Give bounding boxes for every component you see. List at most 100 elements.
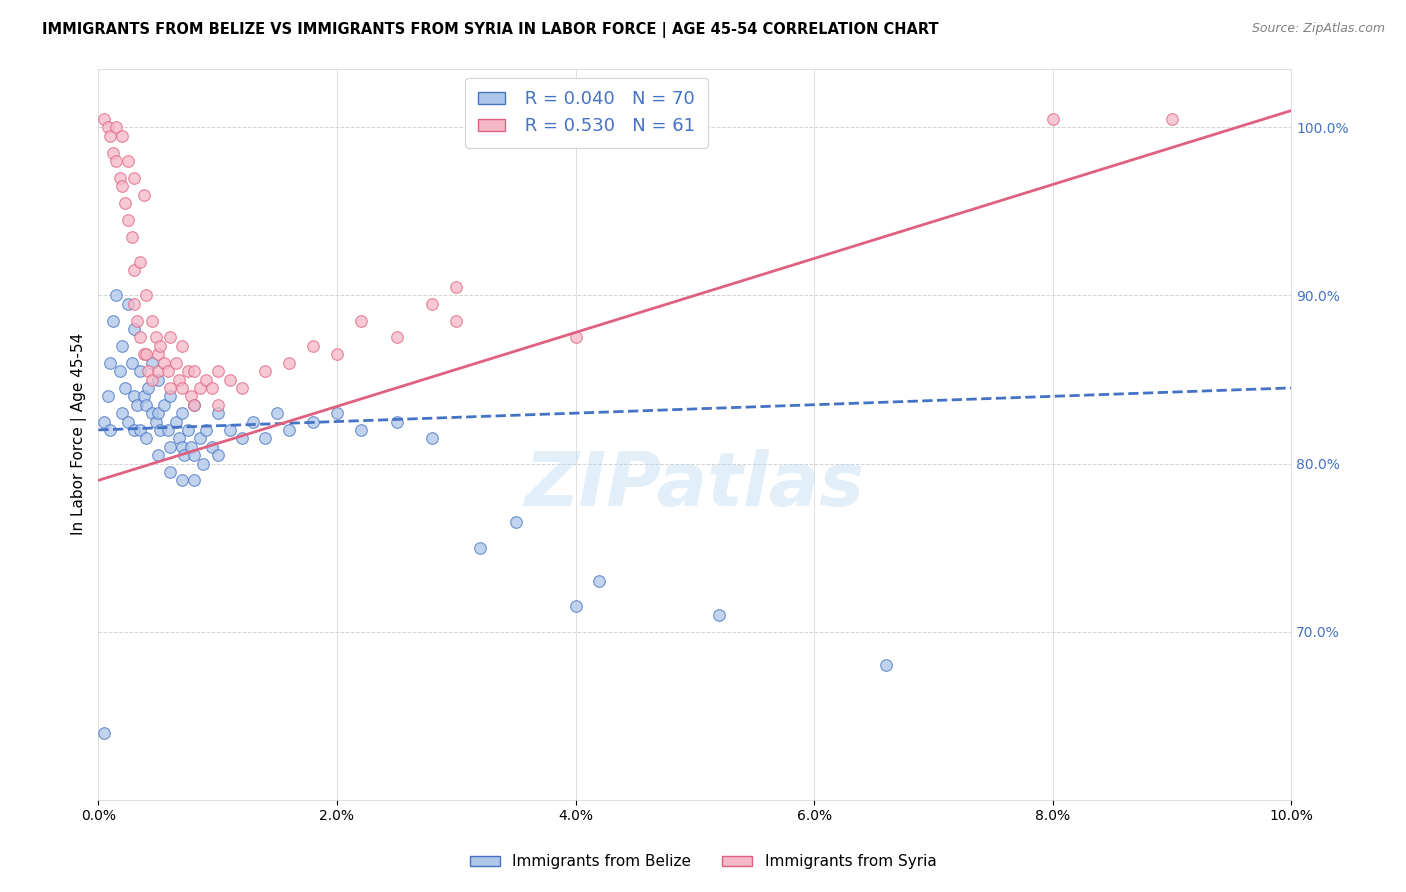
Point — [183, 474, 205, 488]
Point — [170, 474, 193, 488]
Point — [278, 356, 301, 370]
Point — [422, 431, 444, 445]
Point — [146, 406, 169, 420]
Point — [141, 372, 163, 386]
Point — [135, 347, 157, 361]
Point — [444, 313, 467, 327]
Point — [242, 415, 264, 429]
Point — [422, 297, 444, 311]
Point — [468, 541, 491, 555]
Point — [183, 448, 205, 462]
Point — [170, 339, 193, 353]
Point — [122, 263, 145, 277]
Point — [145, 330, 167, 344]
Point — [125, 398, 148, 412]
Point — [93, 725, 115, 739]
Point — [564, 330, 586, 344]
Point — [875, 658, 897, 673]
Point — [135, 398, 157, 412]
Point — [183, 364, 205, 378]
Point — [170, 440, 193, 454]
Point — [201, 440, 224, 454]
Point — [122, 170, 145, 185]
Point — [108, 364, 131, 378]
Point — [266, 406, 288, 420]
Point — [231, 381, 253, 395]
Point — [207, 364, 229, 378]
Point — [207, 406, 229, 420]
Point — [170, 381, 193, 395]
Point — [111, 179, 134, 194]
Point — [135, 288, 157, 302]
Point — [183, 398, 205, 412]
Point — [129, 364, 152, 378]
Point — [254, 431, 277, 445]
Point — [444, 280, 467, 294]
Point — [177, 423, 200, 437]
Point — [159, 389, 181, 403]
Point — [207, 398, 229, 412]
Point — [159, 465, 181, 479]
Point — [117, 153, 139, 168]
Point — [135, 431, 157, 445]
Point — [188, 381, 211, 395]
Point — [138, 364, 160, 378]
Point — [132, 187, 155, 202]
Point — [505, 516, 527, 530]
Point — [132, 389, 155, 403]
Point — [105, 153, 128, 168]
Point — [138, 381, 160, 395]
Point — [145, 415, 167, 429]
Point — [194, 372, 217, 386]
Point — [385, 415, 408, 429]
Point — [111, 406, 134, 420]
Point — [350, 423, 373, 437]
Point — [156, 423, 179, 437]
Point — [180, 440, 202, 454]
Point — [129, 330, 152, 344]
Point — [149, 423, 172, 437]
Point — [132, 347, 155, 361]
Point — [129, 423, 152, 437]
Point — [156, 364, 179, 378]
Point — [146, 372, 169, 386]
Point — [101, 313, 124, 327]
Point — [97, 120, 120, 135]
Point — [111, 339, 134, 353]
Point — [231, 431, 253, 445]
Point — [159, 381, 181, 395]
Point — [165, 356, 187, 370]
Point — [159, 440, 181, 454]
Point — [159, 330, 181, 344]
Point — [117, 297, 139, 311]
Point — [149, 339, 172, 353]
Point — [170, 406, 193, 420]
Point — [114, 196, 136, 211]
Point — [111, 128, 134, 143]
Point — [117, 415, 139, 429]
Y-axis label: In Labor Force | Age 45-54: In Labor Force | Age 45-54 — [72, 333, 87, 535]
Point — [302, 415, 325, 429]
Point — [122, 322, 145, 336]
Point — [193, 457, 215, 471]
Point — [105, 120, 128, 135]
Point — [105, 288, 128, 302]
Point — [98, 128, 121, 143]
Point — [121, 356, 143, 370]
Point — [201, 381, 224, 395]
Point — [207, 448, 229, 462]
Point — [1161, 112, 1184, 126]
Point — [101, 145, 124, 160]
Point — [564, 599, 586, 614]
Point — [125, 313, 148, 327]
Point — [153, 398, 176, 412]
Point — [177, 364, 200, 378]
Point — [188, 431, 211, 445]
Point — [122, 297, 145, 311]
Point — [146, 448, 169, 462]
Point — [93, 415, 115, 429]
Point — [141, 313, 163, 327]
Point — [169, 431, 191, 445]
Point — [302, 339, 325, 353]
Text: ZIPatlas: ZIPatlas — [524, 449, 865, 522]
